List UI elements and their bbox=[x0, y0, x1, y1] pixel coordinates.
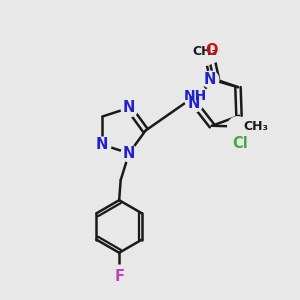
Text: O: O bbox=[205, 43, 217, 58]
Text: CH₃: CH₃ bbox=[192, 45, 218, 58]
Text: NH: NH bbox=[183, 89, 207, 103]
Text: N: N bbox=[96, 137, 109, 152]
Text: N: N bbox=[123, 146, 135, 161]
Text: F: F bbox=[114, 269, 124, 284]
Text: N: N bbox=[204, 72, 217, 87]
Text: CH₃: CH₃ bbox=[243, 120, 268, 133]
Text: N: N bbox=[188, 96, 200, 111]
Text: Cl: Cl bbox=[232, 136, 248, 152]
Text: N: N bbox=[123, 100, 135, 116]
